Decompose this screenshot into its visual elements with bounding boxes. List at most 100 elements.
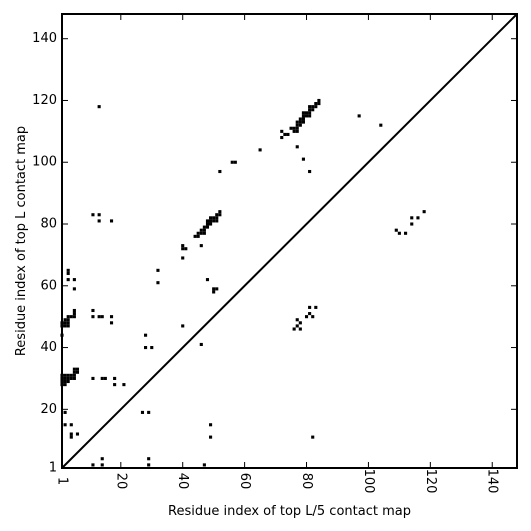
contact-point	[304, 111, 309, 115]
contact-point	[181, 247, 185, 251]
x-tick-label: 80	[299, 473, 314, 490]
contact-point	[140, 410, 145, 414]
x-axis-label: Residue index of top L/5 contact map	[168, 504, 411, 519]
contact-point	[295, 120, 299, 124]
contact-point	[72, 367, 76, 371]
contact-point	[199, 342, 203, 347]
x-tick-label: 140	[485, 469, 500, 494]
x-tick-label: 100	[361, 469, 376, 494]
contact-point	[295, 123, 299, 127]
contact-point	[66, 321, 70, 325]
contact-point	[181, 324, 185, 328]
contact-point	[298, 327, 302, 331]
contact-point	[147, 457, 151, 461]
contact-point	[205, 225, 210, 229]
contact-point	[233, 160, 237, 164]
contact-point	[311, 105, 315, 109]
contact-point	[181, 244, 185, 248]
contact-point	[292, 327, 296, 331]
contact-point	[72, 312, 76, 316]
contact-point	[422, 210, 426, 214]
contact-point	[66, 315, 70, 319]
contact-point	[209, 435, 213, 439]
contact-point	[66, 324, 70, 328]
contact-point	[199, 244, 203, 248]
contact-point	[72, 315, 76, 319]
contact-point	[230, 160, 234, 164]
contact-point	[100, 457, 104, 461]
contact-point	[196, 231, 200, 235]
contact-point	[308, 312, 312, 316]
contact-point	[66, 318, 70, 322]
contact-point	[209, 216, 213, 220]
contact-point	[301, 111, 305, 115]
contact-point	[63, 373, 67, 377]
contact-point	[63, 423, 67, 427]
contact-point	[301, 120, 305, 124]
contact-point	[295, 318, 299, 322]
contact-point	[91, 213, 95, 217]
contact-point	[63, 410, 67, 414]
contact-point	[202, 231, 206, 235]
contact-point	[258, 148, 262, 152]
contact-point	[122, 383, 126, 387]
contact-point	[147, 410, 151, 414]
contact-point	[91, 376, 95, 380]
contact-point	[109, 219, 114, 223]
contact-point	[63, 383, 67, 387]
contact-point	[311, 435, 315, 439]
y-tick-label: 20	[40, 402, 57, 417]
contact-point	[199, 228, 203, 232]
contact-point	[202, 463, 206, 467]
contact-point	[304, 114, 309, 118]
contact-point	[209, 423, 213, 427]
x-tick-label: 40	[175, 473, 190, 490]
contact-point	[283, 132, 287, 136]
contact-point	[72, 308, 76, 313]
contact-point	[103, 376, 107, 380]
contact-point	[295, 126, 299, 130]
contact-point	[147, 463, 151, 467]
contact-point	[301, 117, 305, 121]
contact-point	[205, 222, 210, 226]
diagonal-line	[61, 13, 518, 469]
contact-point	[97, 219, 101, 223]
contact-point	[317, 98, 321, 103]
contact-point	[66, 379, 70, 384]
x-tick-label: 120	[423, 469, 438, 494]
contact-point	[150, 346, 154, 350]
contact-point	[63, 324, 67, 328]
contact-point	[181, 256, 185, 260]
contact-point	[199, 231, 203, 235]
contact-point	[72, 370, 76, 374]
contact-point	[209, 222, 213, 226]
y-tick-label: 100	[32, 155, 57, 170]
contact-point	[202, 228, 206, 232]
contact-point	[308, 169, 312, 174]
contact-point	[72, 376, 76, 380]
contact-point	[97, 105, 101, 109]
contact-points	[60, 98, 426, 467]
contact-point	[109, 321, 114, 325]
contact-point	[298, 120, 302, 124]
y-tick-label: 140	[32, 31, 57, 46]
contact-point	[205, 219, 210, 223]
contact-point	[66, 271, 70, 275]
contact-point	[156, 281, 160, 285]
contact-point	[215, 216, 219, 220]
contact-point	[63, 379, 67, 384]
contact-point	[311, 315, 315, 319]
contact-point	[66, 373, 70, 377]
contact-point	[63, 321, 67, 325]
contact-point	[280, 129, 284, 133]
contact-point	[69, 423, 73, 427]
contact-point	[66, 278, 70, 282]
contact-point	[209, 219, 213, 223]
contact-point	[298, 117, 302, 121]
contact-point	[308, 108, 312, 112]
x-tick-label: 60	[237, 473, 252, 490]
contact-point	[202, 225, 206, 229]
contact-point	[308, 111, 312, 115]
contact-point	[317, 102, 321, 106]
